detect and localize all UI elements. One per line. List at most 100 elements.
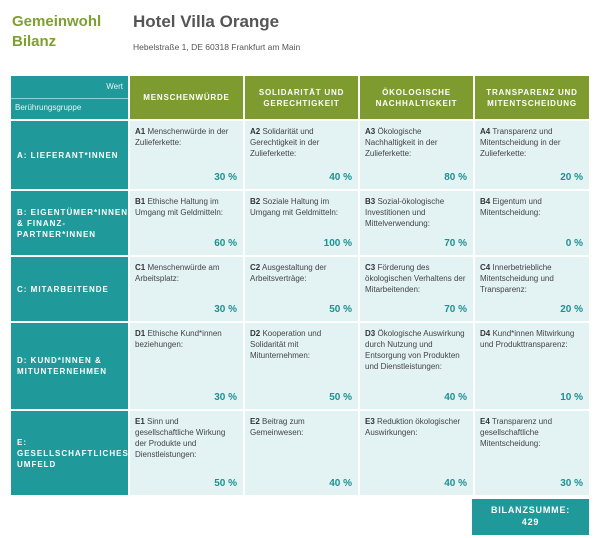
cell-value: 30 % <box>214 304 237 315</box>
matrix-cell-d3: D3 Ökologische Auswirkung durch Nutzung … <box>359 322 474 410</box>
cell-code: E2 <box>250 417 260 426</box>
gemeinwohl-bilanz-logo: Gemeinwohl Bilanz <box>12 12 112 52</box>
cell-text: Reduktion ökologischer Auswirkungen: <box>365 417 461 437</box>
corner-divider <box>11 98 128 99</box>
wert-label: Wert <box>106 82 123 91</box>
cell-value: 30 % <box>214 172 237 183</box>
cell-text: Ethische Haltung im Umgang mit Geldmitte… <box>135 197 224 217</box>
cell-code: C2 <box>250 263 261 272</box>
cell-text: Eigentum und Mitentscheidung: <box>480 197 542 217</box>
matrix-cell-b2: B2 Soziale Haltung im Umgang mit Geldmit… <box>244 190 359 256</box>
matrix-cell-a2: A2 Solidarität und Gerechtigkeit in der … <box>244 120 359 190</box>
company-address: Hebelstraße 1, DE 60318 Frankfurt am Mai… <box>133 42 301 52</box>
matrix-corner: Wert Berührungsgruppe <box>10 75 129 120</box>
cell-code: C4 <box>480 263 491 272</box>
bilanzsumme-label: BILANZSUMME: <box>490 505 571 515</box>
cell-code: C1 <box>135 263 146 272</box>
matrix-cell-d4: D4 Kund*innen Mitwirkung und Produkttran… <box>474 322 590 410</box>
bilanzsumme-box: BILANZSUMME: 429 <box>472 499 589 535</box>
row-header-d: D: KUND*INNEN & MITUNTERNEHMEN <box>10 322 129 410</box>
cell-value: 40 % <box>444 392 467 403</box>
cell-text: Ethische Kund*innen beziehungen: <box>135 329 222 349</box>
cell-value: 100 % <box>323 238 352 249</box>
cell-value: 30 % <box>214 392 237 403</box>
cell-value: 0 % <box>565 238 583 249</box>
cell-code: D2 <box>250 329 261 338</box>
cell-text: Menschenwürde in der Zulieferkette: <box>135 127 229 147</box>
matrix-cell-c2: C2 Ausgestaltung der Arbeitsverträge: 50… <box>244 256 359 322</box>
logo-line-2: Bilanz <box>12 33 57 50</box>
cell-value: 40 % <box>444 478 467 489</box>
cell-text: Transparenz und gesellschaftliche Mitent… <box>480 417 553 448</box>
cell-text: Ökologische Nachhaltigkeit in der Zulief… <box>365 127 438 158</box>
logo-line-1: Gemeinwohl <box>12 13 102 30</box>
cell-code: E1 <box>135 417 145 426</box>
cell-value: 30 % <box>560 478 583 489</box>
cell-text: Innerbetriebliche Mitentscheidung und Tr… <box>480 263 554 294</box>
cell-text: Soziale Haltung im Umgang mit Geldmittel… <box>250 197 339 217</box>
beruehrungsgruppe-label: Berührungsgruppe <box>15 103 82 112</box>
company-name: Hotel Villa Orange <box>133 12 280 31</box>
cell-value: 40 % <box>329 478 352 489</box>
column-header-solidaritaet: SOLIDARITÄT UND GERECHTIGKEIT <box>244 75 359 120</box>
matrix-cell-e1: E1 Sinn und gesellschaftliche Wirkung de… <box>129 410 244 496</box>
cell-value: 50 % <box>214 478 237 489</box>
cell-value: 70 % <box>444 304 467 315</box>
cell-code: B2 <box>250 197 261 206</box>
cell-value: 10 % <box>560 392 583 403</box>
cell-value: 80 % <box>444 172 467 183</box>
matrix-cell-c4: C4 Innerbetriebliche Mitentscheidung und… <box>474 256 590 322</box>
matrix-cell-a1: A1 Menschenwürde in der Zulieferkette: 3… <box>129 120 244 190</box>
cell-value: 20 % <box>560 172 583 183</box>
cell-value: 50 % <box>329 304 352 315</box>
cell-code: D1 <box>135 329 146 338</box>
cell-value: 20 % <box>560 304 583 315</box>
cell-value: 60 % <box>214 238 237 249</box>
cell-text: Solidarität und Gerechtigkeit in der Zul… <box>250 127 320 158</box>
cell-text: Förderung des ökologischen Verhaltens de… <box>365 263 466 294</box>
column-header-oekologie: ÖKOLOGISCHE NACHHALTIGKEIT <box>359 75 474 120</box>
matrix-cell-c1: C1 Menschenwürde am Arbeitsplatz: 30 % <box>129 256 244 322</box>
matrix-cell-d2: D2 Kooperation und Solidarität mit Mitun… <box>244 322 359 410</box>
bilanzsumme-value: 429 <box>521 517 540 527</box>
cell-text: Sinn und gesellschaftliche Wirkung der P… <box>135 417 226 459</box>
matrix-cell-c3: C3 Förderung des ökologischen Verhaltens… <box>359 256 474 322</box>
cell-code: A2 <box>250 127 261 136</box>
cell-code: A4 <box>480 127 491 136</box>
cell-value: 70 % <box>444 238 467 249</box>
row-header-e: E: GESELLSCHAFTLICHES UMFELD <box>10 410 129 496</box>
cell-text: Beitrag zum Gemeinwesen: <box>250 417 305 437</box>
matrix-cell-a4: A4 Transparenz und Mitentscheidung in de… <box>474 120 590 190</box>
matrix-cell-e3: E3 Reduktion ökologischer Auswirkungen: … <box>359 410 474 496</box>
cell-code: B4 <box>480 197 491 206</box>
column-header-menschenwuerde: MENSCHENWÜRDE <box>129 75 244 120</box>
matrix-cell-b4: B4 Eigentum und Mitentscheidung: 0 % <box>474 190 590 256</box>
matrix-cell-b1: B1 Ethische Haltung im Umgang mit Geldmi… <box>129 190 244 256</box>
matrix-cell-b3: B3 Sozial-ökologische Investitionen und … <box>359 190 474 256</box>
cell-text: Kund*innen Mitwirkung und Produkttranspa… <box>480 329 575 349</box>
gemeinwohl-matrix: Wert Berührungsgruppe MENSCHENWÜRDE SOLI… <box>10 75 590 496</box>
cell-code: A1 <box>135 127 146 136</box>
cell-text: Kooperation und Solidarität mit Mitunter… <box>250 329 322 360</box>
cell-text: Transparenz und Mitentscheidung in der Z… <box>480 127 561 158</box>
cell-code: E4 <box>480 417 490 426</box>
cell-code: B3 <box>365 197 376 206</box>
column-header-transparenz: TRANSPARENZ UND MITENTSCHEIDUNG <box>474 75 590 120</box>
cell-value: 40 % <box>329 172 352 183</box>
cell-code: E3 <box>365 417 375 426</box>
cell-code: A3 <box>365 127 376 136</box>
cell-code: B1 <box>135 197 146 206</box>
cell-value: 50 % <box>329 392 352 403</box>
row-header-b: B: EIGENTÜMER*INNEN & FINANZ-PARTNER*INN… <box>10 190 129 256</box>
row-header-c: C: MITARBEITENDE <box>10 256 129 322</box>
matrix-cell-e2: E2 Beitrag zum Gemeinwesen: 40 % <box>244 410 359 496</box>
cell-code: C3 <box>365 263 376 272</box>
cell-text: Ökologische Auswirkung durch Nutzung und… <box>365 329 465 371</box>
cell-code: D4 <box>480 329 491 338</box>
cell-text: Menschenwürde am Arbeitsplatz: <box>135 263 220 283</box>
matrix-cell-a3: A3 Ökologische Nachhaltigkeit in der Zul… <box>359 120 474 190</box>
matrix-cell-d1: D1 Ethische Kund*innen beziehungen: 30 % <box>129 322 244 410</box>
cell-text: Ausgestaltung der Arbeitsverträge: <box>250 263 327 283</box>
cell-code: D3 <box>365 329 376 338</box>
cell-text: Sozial-ökologische Investitionen und Mit… <box>365 197 445 228</box>
